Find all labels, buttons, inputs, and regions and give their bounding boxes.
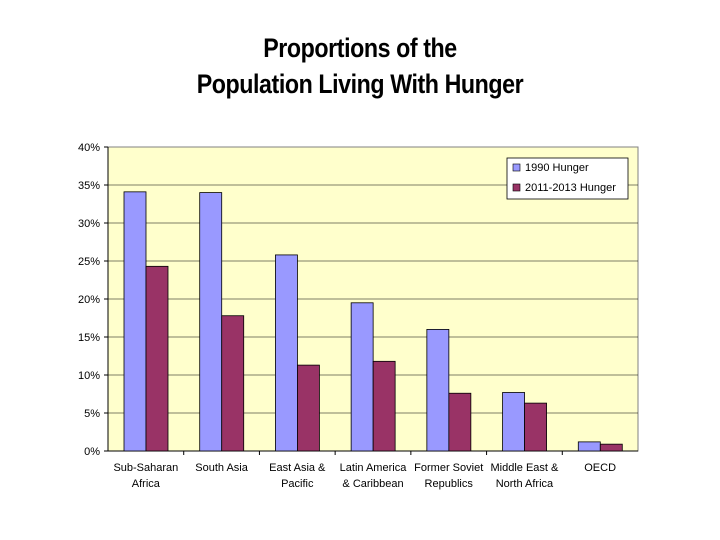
y-tick-label: 35% xyxy=(78,180,100,192)
category-label: South Asia xyxy=(195,462,248,474)
bar-1990 xyxy=(123,191,147,452)
bar-2011-2013 xyxy=(297,364,320,452)
bar-2011-2013 xyxy=(221,315,245,452)
bar-1990 xyxy=(350,302,374,452)
bar-2011-2013 xyxy=(599,443,623,452)
bar-2011-2013 xyxy=(145,265,169,452)
title-line-1: Proportions of the xyxy=(263,33,457,63)
bar-1990 xyxy=(577,441,601,452)
category-label: Former Soviet xyxy=(414,462,483,474)
legend-label: 1990 Hunger xyxy=(525,162,589,174)
legend-swatch xyxy=(512,163,521,172)
category-label: & Caribbean xyxy=(342,478,403,490)
bar-2011-2013 xyxy=(448,392,472,452)
bar-1990 xyxy=(275,254,298,452)
category-label: Pacific xyxy=(281,478,314,490)
y-tick-label: 40% xyxy=(78,142,100,154)
y-tick-label: 5% xyxy=(84,408,100,420)
category-label: Middle East & xyxy=(490,462,559,474)
bar-2011-2013 xyxy=(524,402,547,452)
y-tick-label: 25% xyxy=(78,256,100,268)
category-label: Africa xyxy=(132,478,161,490)
bar-2011-2013 xyxy=(372,360,396,452)
legend xyxy=(506,157,629,200)
category-label: Republics xyxy=(425,478,474,490)
category-label: OECD xyxy=(584,462,616,474)
slide-title: Proportions of the Population Living Wit… xyxy=(50,30,669,102)
bar-1990 xyxy=(502,392,525,452)
bar-1990 xyxy=(426,328,450,452)
category-label: North Africa xyxy=(496,478,554,490)
category-label: Sub-Saharan xyxy=(113,462,178,474)
legend-label: 2011-2013 Hunger xyxy=(525,182,616,194)
title-line-2: Population Living With Hunger xyxy=(196,69,524,99)
y-tick-label: 20% xyxy=(78,294,100,306)
y-tick-label: 30% xyxy=(78,218,100,230)
y-tick-label: 10% xyxy=(78,370,100,382)
y-tick-label: 15% xyxy=(78,332,100,344)
legend-swatch xyxy=(512,183,521,192)
bar-1990 xyxy=(199,192,223,452)
category-label: Latin America xyxy=(340,462,408,474)
category-label: East Asia & xyxy=(269,462,326,474)
y-tick-label: 0% xyxy=(84,446,100,458)
